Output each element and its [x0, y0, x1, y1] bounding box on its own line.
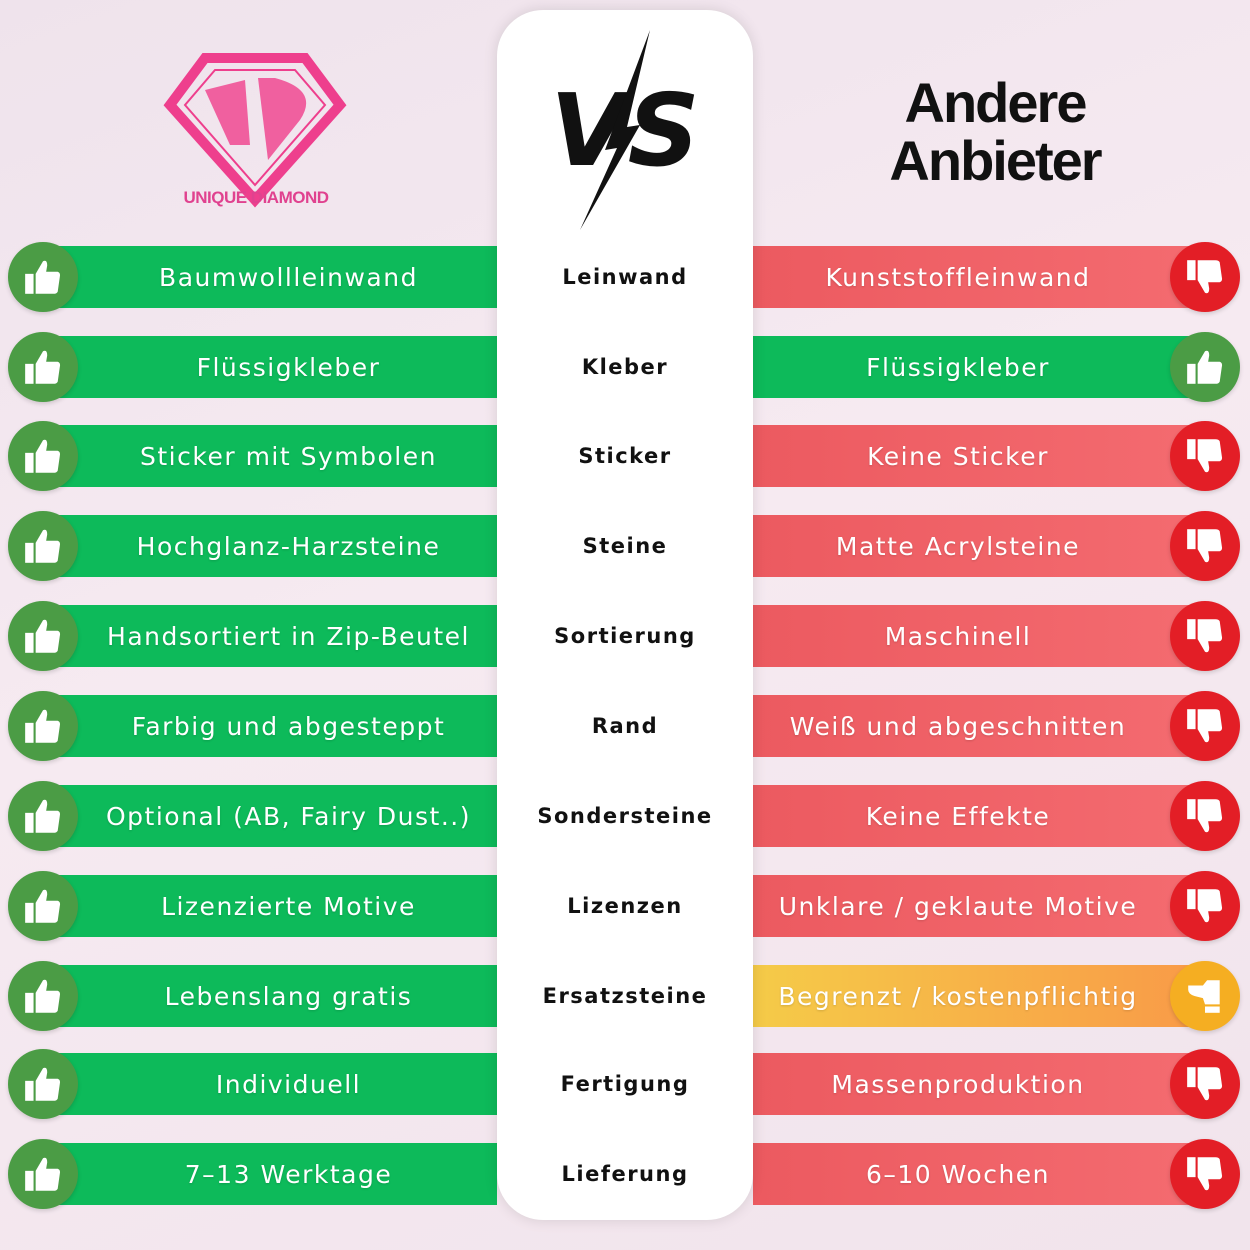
- competitor-feature: Keine Sticker: [753, 425, 1203, 487]
- competitor-feature: Keine Effekte: [753, 785, 1203, 847]
- competitor-title-line2: Anbieter: [889, 129, 1102, 192]
- comparison-row: Lizenzierte Motive Lizenzen Unklare / gekl…: [0, 871, 1250, 941]
- our-feature: Baumwollleinwand: [40, 246, 497, 308]
- thumbs-down-icon: [1170, 1139, 1240, 1209]
- criterion-label: Sondersteine: [537, 804, 713, 828]
- comparison-row: Hochglanz-Harzsteine Steine Matte Acrylste…: [0, 511, 1250, 581]
- brand-name: UNIQUE DIAMOND: [183, 188, 329, 207]
- competitor-feature: 6–10 Wochen: [753, 1143, 1203, 1205]
- thumbs-down-icon: [1170, 871, 1240, 941]
- thumbs-down-icon: [1170, 601, 1240, 671]
- comparison-row: 7–13 Werktage Lieferung 6–10 Wochen: [0, 1139, 1250, 1209]
- our-feature: 7–13 Werktage: [40, 1143, 497, 1205]
- criterion-label: Steine: [582, 534, 668, 558]
- thumbs-down-icon: [1170, 691, 1240, 761]
- competitor-feature: Kunststoffleinwand: [753, 246, 1203, 308]
- criterion-label: Sticker: [578, 444, 672, 468]
- competitor-title-line1: Andere: [904, 71, 1088, 134]
- criterion-label: Lieferung: [561, 1162, 689, 1186]
- competitor-feature: Weiß und abgeschnitten: [753, 695, 1203, 757]
- thumbs-up-icon: [8, 781, 78, 851]
- competitor-title: Andere Anbieter: [845, 74, 1145, 190]
- our-feature: Sticker mit Symbolen: [40, 425, 497, 487]
- thumbs-down-icon: [1170, 781, 1240, 851]
- comparison-row: Lebenslang gratis Ersatzsteine Begrenzt / …: [0, 961, 1250, 1031]
- our-feature: Farbig und abgesteppt: [40, 695, 497, 757]
- thumbs-up-icon: [8, 1139, 78, 1209]
- thumbs-down-icon: [1170, 511, 1240, 581]
- our-feature: Lizenzierte Motive: [40, 875, 497, 937]
- criterion-label: Leinwand: [562, 265, 688, 289]
- our-feature: Handsortiert in Zip-Beutel: [40, 605, 497, 667]
- criterion-label: Lizenzen: [567, 894, 683, 918]
- competitor-feature: Maschinell: [753, 605, 1203, 667]
- criterion-label: Kleber: [581, 355, 669, 379]
- comparison-row: Optional (AB, Fairy Dust..) Sondersteine K…: [0, 781, 1250, 851]
- competitor-feature: Flüssigkleber: [753, 336, 1203, 398]
- comparison-row: Sticker mit Symbolen Sticker Keine Sticker: [0, 421, 1250, 491]
- thumbs-up-icon: [8, 242, 78, 312]
- comparison-row: Flüssigkleber Kleber Flüssigkleber: [0, 332, 1250, 402]
- competitor-feature: Unklare / geklaute Motive: [753, 875, 1203, 937]
- thumbs-sideways-icon: [1170, 961, 1240, 1031]
- thumbs-up-icon: [8, 511, 78, 581]
- criterion-label: Sortierung: [554, 624, 696, 648]
- competitor-feature: Massenproduktion: [753, 1053, 1203, 1115]
- criterion-label: Rand: [591, 714, 659, 738]
- competitor-feature: Matte Acrylsteine: [753, 515, 1203, 577]
- thumbs-up-icon: [8, 871, 78, 941]
- comparison-row: Handsortiert in Zip-Beutel Sortierung Masc…: [0, 601, 1250, 671]
- comparison-row: Individuell Fertigung Massenproduktion: [0, 1049, 1250, 1119]
- vs-emblem: VS: [550, 30, 700, 230]
- thumbs-down-icon: [1170, 421, 1240, 491]
- competitor-feature: Begrenzt / kostenpflichtig: [753, 965, 1203, 1027]
- thumbs-down-icon: [1170, 1049, 1240, 1119]
- center-column: [497, 10, 753, 1220]
- our-feature: Lebenslang gratis: [40, 965, 497, 1027]
- comparison-row: Baumwollleinwand Leinwand Kunststoffleinwa…: [0, 242, 1250, 312]
- thumbs-up-icon: [8, 1049, 78, 1119]
- our-feature: Optional (AB, Fairy Dust..): [40, 785, 497, 847]
- thumbs-up-icon: [8, 601, 78, 671]
- comparison-row: Farbig und abgesteppt Rand Weiß und abgesc…: [0, 691, 1250, 761]
- unique-diamond-logo: [163, 53, 347, 208]
- our-feature: Individuell: [40, 1053, 497, 1115]
- criterion-label: Ersatzsteine: [542, 984, 708, 1008]
- thumbs-up-icon: [8, 961, 78, 1031]
- thumbs-up-icon: [8, 421, 78, 491]
- thumbs-up-icon: [8, 691, 78, 761]
- thumbs-up-icon: [8, 332, 78, 402]
- thumbs-up-icon: [1170, 332, 1240, 402]
- our-feature: Hochglanz-Harzsteine: [40, 515, 497, 577]
- thumbs-down-icon: [1170, 242, 1240, 312]
- our-feature: Flüssigkleber: [40, 336, 497, 398]
- criterion-label: Fertigung: [560, 1072, 690, 1096]
